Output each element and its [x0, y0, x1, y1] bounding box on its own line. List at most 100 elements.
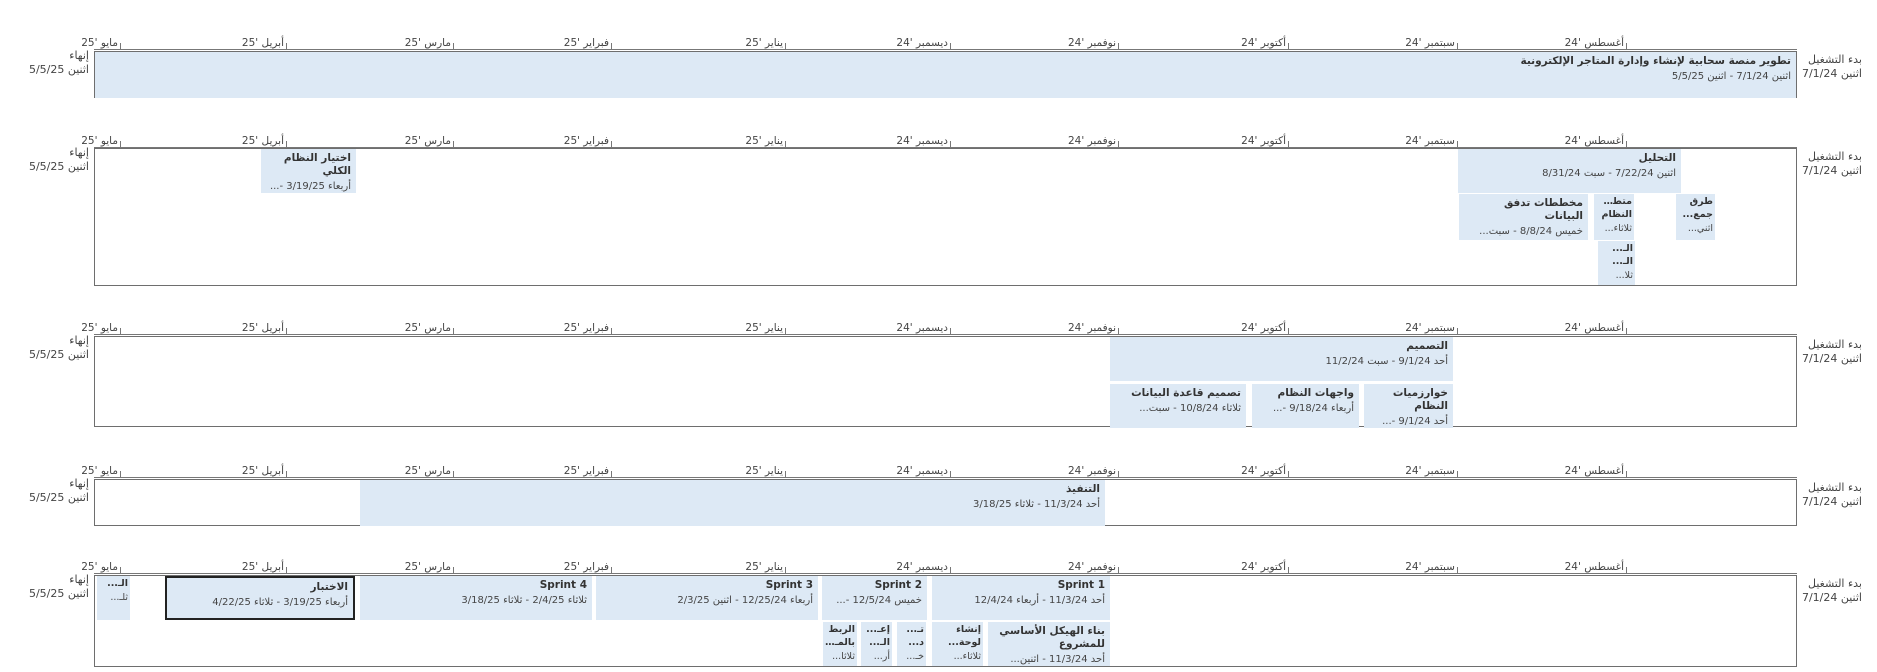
task-dates: ثلاثاء 10/8/24 - سبت...: [1139, 403, 1241, 414]
task-title: Sprint 2: [874, 579, 922, 591]
axis-month-label: مارس '25: [404, 135, 451, 147]
axis-tick: [120, 43, 121, 50]
task-dates: اثنين 7/1/24 - اثنين 5/5/25: [1671, 71, 1791, 82]
axis-month-label: مايو '25: [81, 465, 118, 477]
task-bar[interactable]: Sprint 2 خميس 12/5/24 -...: [822, 576, 927, 620]
task-title: التنفيذ: [1065, 483, 1100, 495]
task-bar[interactable]: خوارزميات النظام أحد 9/1/24 -...: [1364, 384, 1453, 428]
task-bar[interactable]: إنشاء لوحة... ثلاثاء...: [932, 622, 983, 666]
axis-tick: [950, 471, 951, 478]
task-bar[interactable]: الربط بالمـ... ثلاثا...: [823, 622, 857, 666]
axis-tick: [785, 328, 786, 335]
task-bar[interactable]: Sprint 1 أحد 11/3/24 - أربعاء 12/4/24: [932, 576, 1110, 620]
axis-tick: [453, 141, 454, 148]
task-bar[interactable]: تصميم قاعدة البيانات ثلاثاء 10/8/24 - سبت…: [1110, 384, 1246, 428]
axis-month-label: سبتمبر '24: [1405, 322, 1455, 334]
axis-tick: [1288, 43, 1289, 50]
axis-month-label: أبريل '25: [241, 561, 284, 573]
task-title: واجهات النظام: [1277, 387, 1354, 399]
axis-tick: [120, 141, 121, 148]
task-bar[interactable]: بناء الهيكل الأساسي للمشروع أحد 11/3/24 -…: [988, 622, 1110, 666]
axis-tick: [611, 328, 612, 335]
task-bar[interactable]: Sprint 4 ثلاثاء 2/4/25 - ثلاثاء 3/18/25: [360, 576, 592, 620]
axis-tick: [1118, 328, 1119, 335]
task-bar[interactable]: الاختبار أربعاء 3/19/25 - ثلاثاء 4/22/25: [165, 576, 355, 620]
end-date: اثنين 5/5/25: [28, 348, 89, 361]
task-bar[interactable]: Sprint 3 أربعاء 12/25/24 - اثنين 2/3/25: [596, 576, 818, 620]
task-dates: ثلاثا...: [832, 651, 855, 662]
task-bar[interactable]: تطوير منصة سحابية لإنشاء وإدارة المتاجر …: [95, 52, 1796, 98]
task-bar[interactable]: الـ... ثلـ...: [97, 576, 130, 620]
task-bar[interactable]: مخططات تدفق البيانات خميس 8/8/24 - سبت...: [1459, 194, 1588, 240]
task-title: خوارزميات النظام: [1392, 387, 1448, 412]
task-bar[interactable]: متطل... النظام ثلاثاء...: [1594, 194, 1634, 240]
axis-month-label: نوفمبر '24: [1068, 135, 1116, 147]
task-bar[interactable]: طرق جمع... اثني...: [1676, 194, 1715, 240]
task-bar[interactable]: تـ... د... خـ...: [897, 622, 926, 666]
axis-month-label: مايو '25: [81, 37, 118, 49]
axis-tick: [286, 471, 287, 478]
axis-tick: [1457, 43, 1458, 50]
axis-line: [94, 477, 1797, 478]
axis-month-label: أبريل '25: [241, 135, 284, 147]
task-title: إنشاء لوحة...: [948, 624, 981, 648]
axis-month-label: ديسمبر '24: [896, 135, 948, 147]
start-label: بدء التشغيل: [1807, 577, 1862, 590]
start-label: بدء التشغيل: [1807, 150, 1862, 163]
axis-tick: [785, 471, 786, 478]
axis-tick: [286, 567, 287, 574]
axis-tick: [453, 328, 454, 335]
task-title: الاختبار: [310, 581, 348, 593]
axis-tick: [1626, 43, 1627, 50]
axis-month-label: مايو '25: [81, 135, 118, 147]
task-dates: أر...: [873, 651, 890, 662]
axis-line: [94, 147, 1797, 148]
task-bar[interactable]: اختيار النظام الكلي أربعاء 3/19/25 -...: [261, 149, 356, 193]
task-title: الـ... الـ...: [1612, 243, 1633, 267]
task-dates: أحد 11/3/24 - ثلاثاء 3/18/25: [973, 499, 1100, 510]
axis-month-label: سبتمبر '24: [1405, 561, 1455, 573]
axis-month-label: أكتوبر '24: [1241, 465, 1286, 477]
axis-tick: [1118, 567, 1119, 574]
task-dates: اثنين 7/22/24 - سبت 8/31/24: [1542, 168, 1676, 179]
end-date: اثنين 5/5/25: [28, 491, 89, 504]
task-dates: اثني...: [1687, 223, 1713, 234]
axis-tick: [950, 328, 951, 335]
axis-tick: [1288, 141, 1289, 148]
axis-tick: [950, 567, 951, 574]
task-bar[interactable]: إعـ... الـ... أر...: [861, 622, 892, 666]
axis-month-label: أكتوبر '24: [1241, 561, 1286, 573]
axis-tick: [1457, 471, 1458, 478]
axis-tick: [120, 471, 121, 478]
axis-month-label: يناير '25: [745, 465, 783, 477]
task-title: بناء الهيكل الأساسي للمشروع: [999, 625, 1105, 650]
task-dates: ثلاثاء 2/4/25 - ثلاثاء 3/18/25: [461, 595, 587, 606]
axis-month-label: مايو '25: [81, 322, 118, 334]
task-bar[interactable]: واجهات النظام أربعاء 9/18/24 -...: [1252, 384, 1359, 428]
axis-month-label: يناير '25: [745, 37, 783, 49]
task-title: اختيار النظام الكلي: [283, 152, 351, 177]
task-dates: أربعاء 3/19/25 -...: [269, 181, 351, 192]
start-date: اثنين 7/1/24: [1801, 164, 1862, 177]
task-bar[interactable]: التصميم أحد 9/1/24 - سبت 11/2/24: [1110, 337, 1453, 381]
task-dates: خميس 12/5/24 -...: [836, 595, 922, 606]
axis-month-label: أكتوبر '24: [1241, 135, 1286, 147]
axis-month-label: أكتوبر '24: [1241, 322, 1286, 334]
task-bar[interactable]: التحليل اثنين 7/22/24 - سبت 8/31/24: [1458, 149, 1681, 193]
task-title: الربط بالمـ...: [823, 624, 855, 648]
task-dates: أربعاء 9/18/24 -...: [1272, 403, 1354, 414]
start-label: بدء التشغيل: [1807, 481, 1862, 494]
axis-tick: [1626, 567, 1627, 574]
task-title: متطل... النظام: [1594, 196, 1632, 220]
axis-tick: [453, 567, 454, 574]
task-bar[interactable]: الـ... الـ... ثلا...: [1598, 241, 1635, 285]
axis-month-label: مارس '25: [404, 561, 451, 573]
task-dates: ثلا...: [1615, 270, 1633, 281]
timeline-row-frame[interactable]: [94, 336, 1797, 427]
task-bar[interactable]: التنفيذ أحد 11/3/24 - ثلاثاء 3/18/25: [360, 480, 1105, 526]
start-label: بدء التشغيل: [1807, 53, 1862, 66]
end-date: اثنين 5/5/25: [28, 587, 89, 600]
axis-tick: [1288, 328, 1289, 335]
axis-month-label: فبراير '25: [563, 561, 609, 573]
axis-month-label: يناير '25: [745, 135, 783, 147]
